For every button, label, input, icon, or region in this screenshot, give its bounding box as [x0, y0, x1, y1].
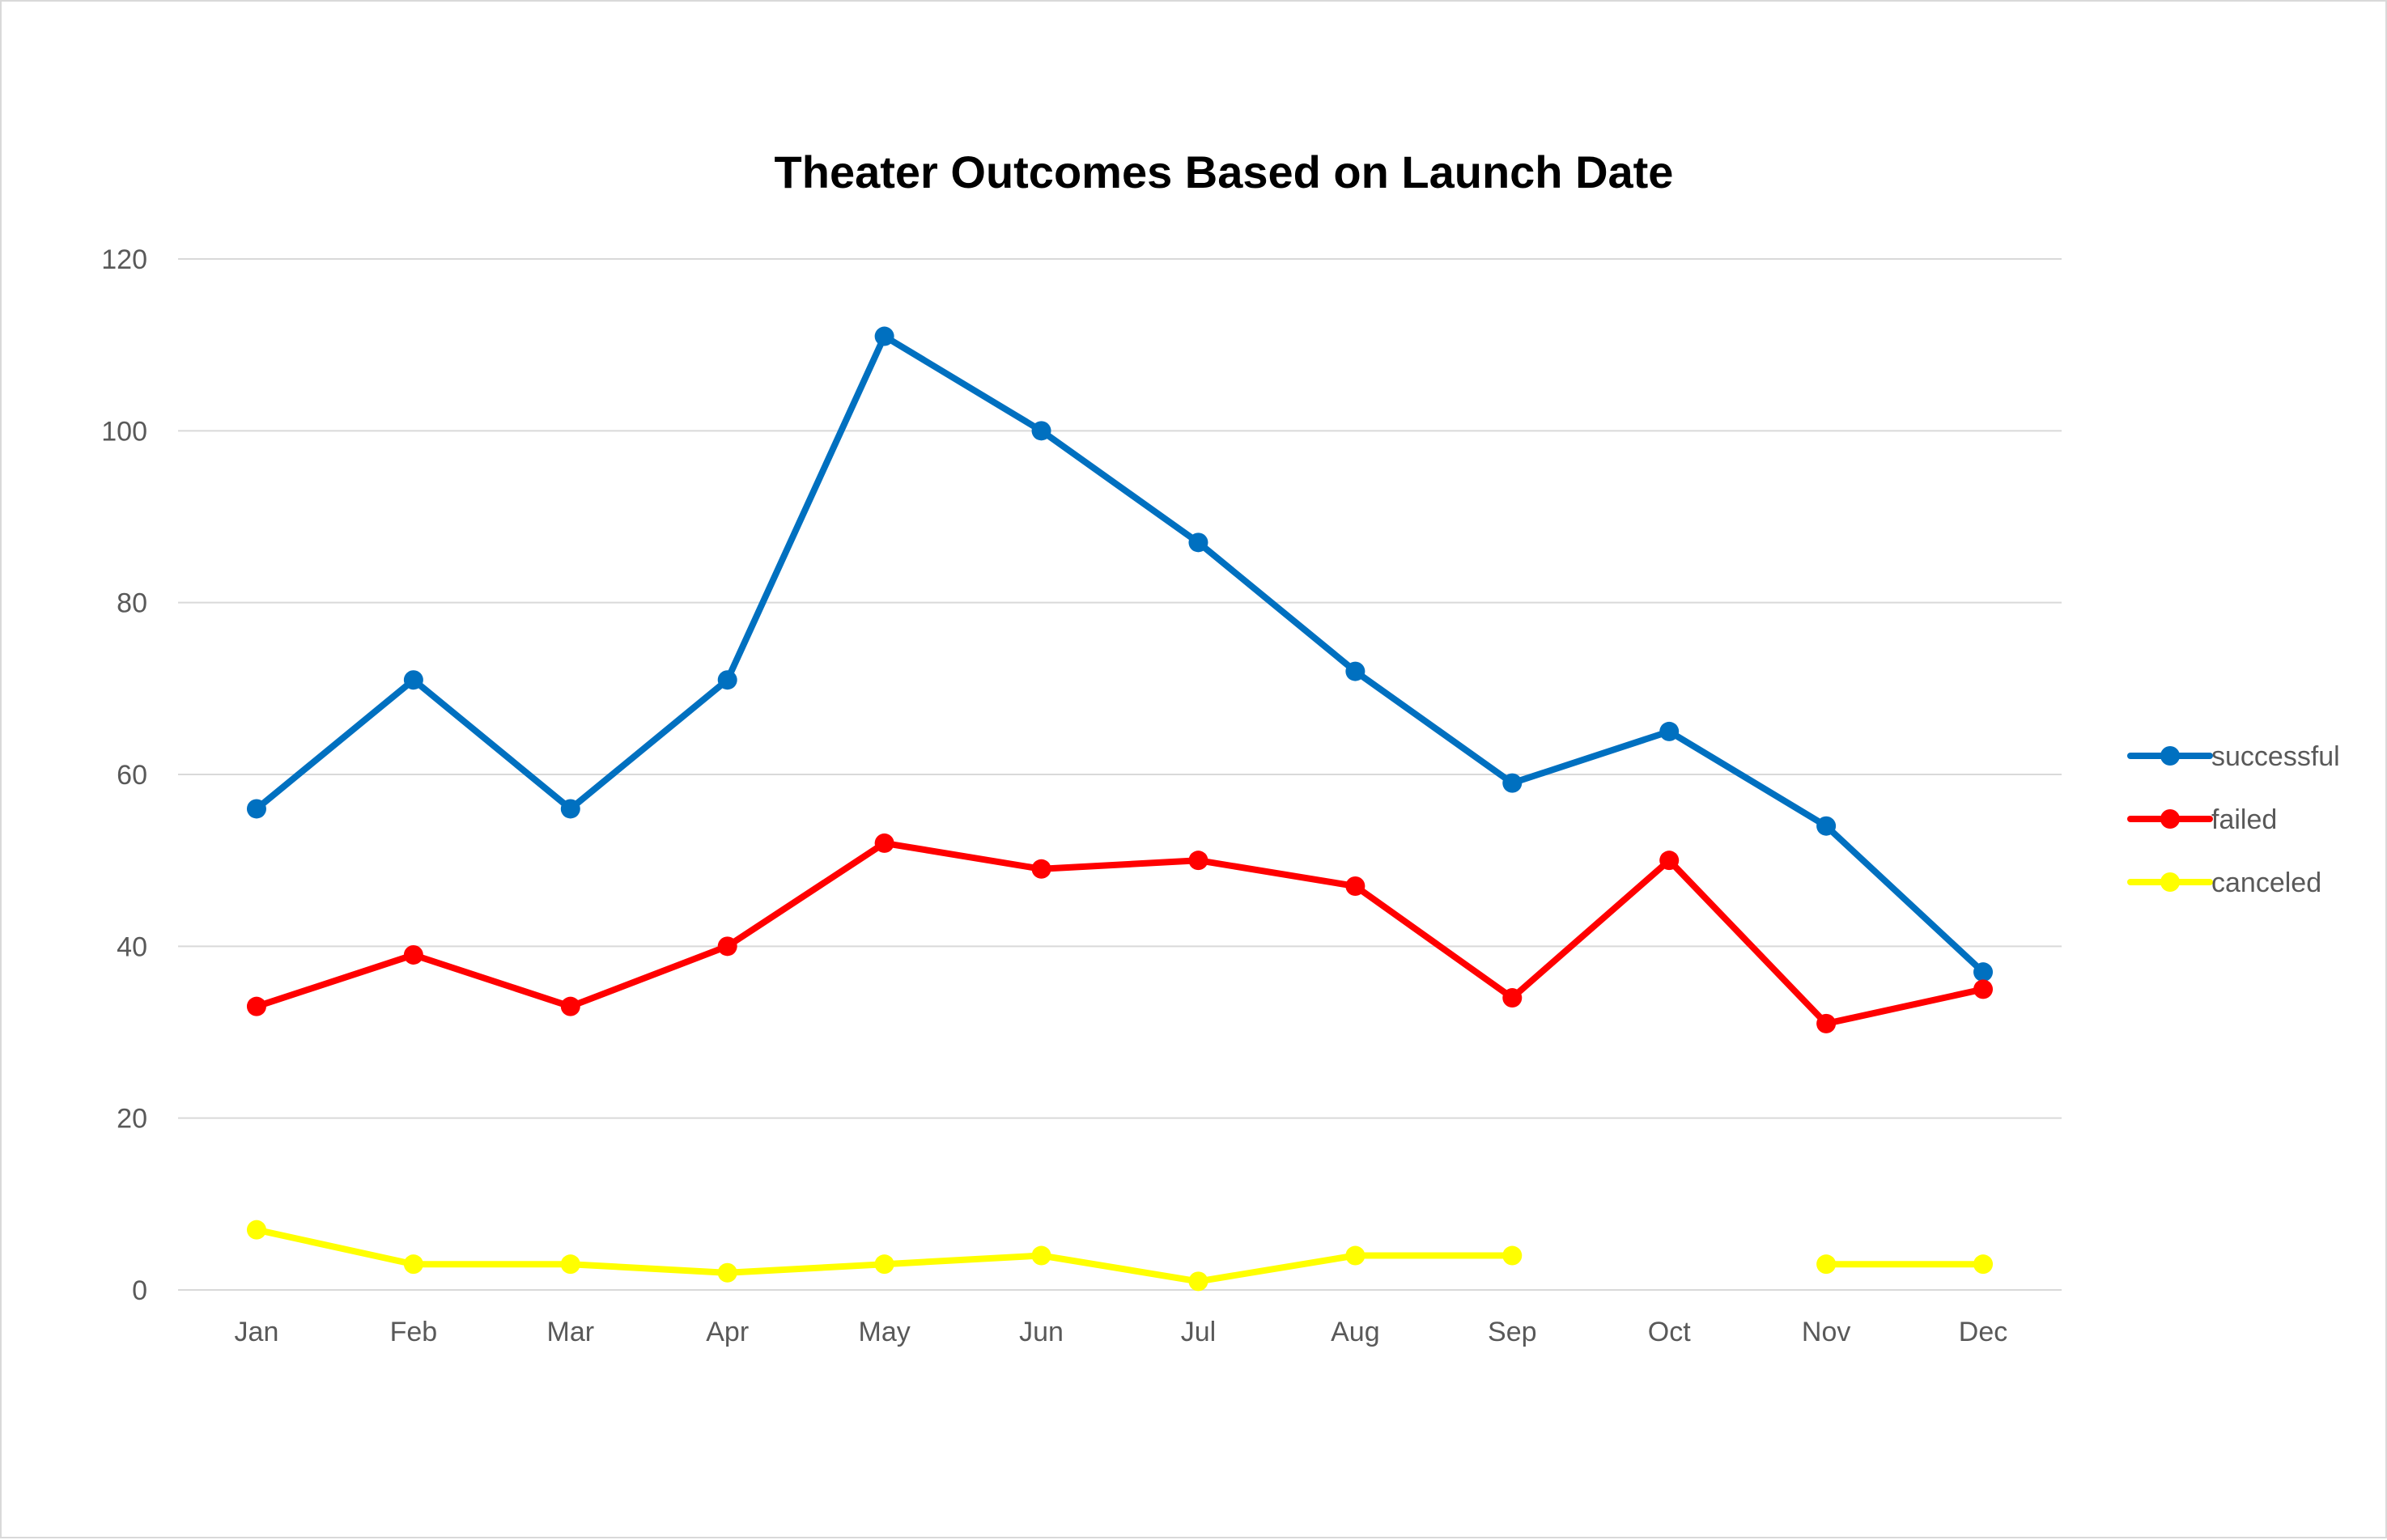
- legend-label: failed: [2211, 804, 2277, 835]
- x-tick-label: Sep: [1488, 1317, 1537, 1347]
- data-point-successful: [1973, 962, 1994, 982]
- data-point-failed: [246, 996, 266, 1016]
- x-tick-label: Jul: [1181, 1317, 1216, 1347]
- y-tick-label: 60: [117, 760, 147, 791]
- x-tick-label: Aug: [1331, 1317, 1380, 1347]
- series-line-successful: [253, 333, 1986, 976]
- x-tick-label: Jun: [1019, 1317, 1064, 1347]
- data-point-failed: [1973, 979, 1994, 999]
- gridlines: [178, 258, 2062, 1291]
- y-tick-label: 0: [132, 1275, 147, 1306]
- x-tick-label: Jan: [235, 1317, 279, 1347]
- chart-title: Theater Outcomes Based on Launch Date: [775, 146, 1674, 197]
- x-axis-tick-labels: Jan Feb Mar Apr May Jun Jul Aug Sep Oct Nov Dec: [235, 1317, 2008, 1347]
- data-point-canceled: [1973, 1254, 1994, 1275]
- legend-item-canceled: canceled: [2127, 868, 2321, 898]
- data-point-failed: [560, 996, 580, 1016]
- data-point-successful: [717, 670, 737, 690]
- data-point-failed: [1502, 988, 1523, 1008]
- y-tick-label: 20: [117, 1104, 147, 1135]
- x-tick-label: Feb: [390, 1317, 438, 1347]
- data-point-failed: [1345, 876, 1366, 897]
- data-point-successful: [874, 326, 894, 346]
- data-point-successful: [246, 799, 266, 819]
- data-point-canceled: [246, 1220, 266, 1240]
- data-point-failed: [1659, 851, 1680, 871]
- data-point-canceled: [1816, 1254, 1837, 1275]
- data-point-failed: [403, 944, 423, 965]
- y-tick-label: 120: [101, 244, 147, 275]
- data-point-successful: [403, 670, 423, 690]
- data-point-failed: [1188, 851, 1208, 871]
- data-point-canceled: [560, 1254, 580, 1275]
- y-tick-label: 80: [117, 588, 147, 619]
- x-tick-label: Mar: [547, 1317, 595, 1347]
- data-point-canceled: [403, 1254, 423, 1275]
- data-point-failed: [717, 936, 737, 957]
- data-point-successful: [1031, 421, 1051, 441]
- legend-swatch-marker: [2160, 809, 2180, 829]
- data-point-successful: [1345, 661, 1366, 681]
- legend-swatch-marker: [2160, 746, 2180, 766]
- data-point-successful: [1502, 773, 1523, 793]
- series-canceled: [246, 1220, 1994, 1292]
- data-point-failed: [1031, 859, 1051, 879]
- x-tick-label: Nov: [1802, 1317, 1850, 1347]
- data-point-canceled: [1345, 1245, 1366, 1266]
- data-point-successful: [560, 799, 580, 819]
- data-point-canceled: [874, 1254, 894, 1275]
- data-point-successful: [1659, 721, 1680, 741]
- data-point-successful: [1816, 816, 1837, 836]
- data-point-canceled: [1188, 1271, 1208, 1292]
- y-tick-label: 100: [101, 416, 147, 447]
- x-tick-label: Oct: [1648, 1317, 1691, 1347]
- series-failed: [246, 833, 1994, 1033]
- legend: successful failed canceled: [2127, 741, 2340, 898]
- x-tick-label: May: [859, 1317, 911, 1347]
- data-point-successful: [1188, 532, 1208, 553]
- data-point-failed: [1816, 1013, 1837, 1033]
- legend-item-failed: failed: [2127, 804, 2277, 835]
- legend-swatch-marker: [2160, 872, 2180, 892]
- series-line-failed: [253, 839, 1986, 1027]
- series-lines: [246, 326, 1994, 1292]
- data-point-canceled: [1502, 1245, 1523, 1266]
- series-successful: [246, 326, 1994, 982]
- series-line-canceled: [253, 1226, 1986, 1285]
- x-tick-label: Dec: [1959, 1317, 2007, 1347]
- data-point-canceled: [717, 1262, 737, 1283]
- y-tick-label: 40: [117, 931, 147, 962]
- data-point-canceled: [1031, 1245, 1051, 1266]
- x-tick-label: Apr: [706, 1317, 749, 1347]
- legend-label: canceled: [2211, 868, 2321, 898]
- legend-label: successful: [2211, 741, 2340, 772]
- y-axis-tick-labels: 0 20 40 60 80 100 120: [101, 244, 147, 1306]
- data-point-failed: [874, 833, 894, 853]
- legend-item-successful: successful: [2127, 741, 2340, 772]
